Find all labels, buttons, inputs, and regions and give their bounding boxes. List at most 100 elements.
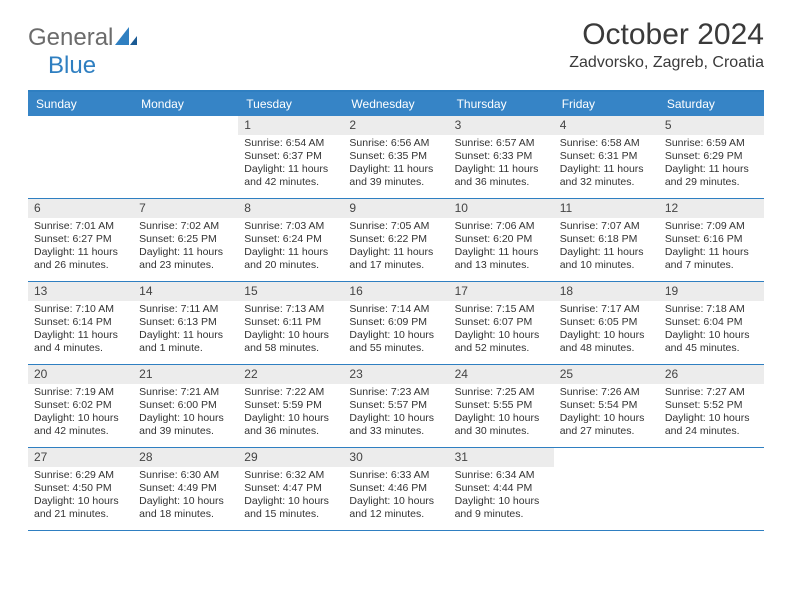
day-number: 15	[238, 282, 343, 301]
day-number: 5	[659, 116, 764, 135]
sunset-line: Sunset: 6:11 PM	[244, 316, 337, 329]
dow-row: SundayMondayTuesdayWednesdayThursdayFrid…	[28, 92, 764, 116]
sunrise-line: Sunrise: 6:29 AM	[34, 469, 127, 482]
daylight-line: Daylight: 11 hours and 20 minutes.	[244, 246, 337, 272]
daylight-line: Daylight: 11 hours and 42 minutes.	[244, 163, 337, 189]
dow-cell: Wednesday	[343, 92, 448, 116]
daylight-line: Daylight: 11 hours and 13 minutes.	[455, 246, 548, 272]
day-cell	[133, 116, 238, 198]
sunset-line: Sunset: 5:57 PM	[349, 399, 442, 412]
sunset-line: Sunset: 6:16 PM	[665, 233, 758, 246]
daylight-line: Daylight: 11 hours and 36 minutes.	[455, 163, 548, 189]
day-cell: 12Sunrise: 7:09 AMSunset: 6:16 PMDayligh…	[659, 199, 764, 281]
sunrise-line: Sunrise: 7:18 AM	[665, 303, 758, 316]
day-number: 14	[133, 282, 238, 301]
day-cell: 1Sunrise: 6:54 AMSunset: 6:37 PMDaylight…	[238, 116, 343, 198]
day-number: 26	[659, 365, 764, 384]
sunset-line: Sunset: 6:37 PM	[244, 150, 337, 163]
day-cell: 16Sunrise: 7:14 AMSunset: 6:09 PMDayligh…	[343, 282, 448, 364]
logo-text-blue: Blue	[28, 52, 137, 80]
day-number: 20	[28, 365, 133, 384]
daylight-line: Daylight: 10 hours and 33 minutes.	[349, 412, 442, 438]
daylight-line: Daylight: 10 hours and 18 minutes.	[139, 495, 232, 521]
day-cell: 11Sunrise: 7:07 AMSunset: 6:18 PMDayligh…	[554, 199, 659, 281]
location-text: Zadvorsko, Zagreb, Croatia	[569, 54, 764, 72]
daylight-line: Daylight: 11 hours and 23 minutes.	[139, 246, 232, 272]
week-row: 1Sunrise: 6:54 AMSunset: 6:37 PMDaylight…	[28, 116, 764, 199]
dow-cell: Thursday	[449, 92, 554, 116]
logo: General Blue	[28, 18, 137, 80]
sunset-line: Sunset: 6:20 PM	[455, 233, 548, 246]
day-number: 21	[133, 365, 238, 384]
sunset-line: Sunset: 6:13 PM	[139, 316, 232, 329]
day-number: 7	[133, 199, 238, 218]
sunrise-line: Sunrise: 7:23 AM	[349, 386, 442, 399]
day-number: 19	[659, 282, 764, 301]
day-cell: 26Sunrise: 7:27 AMSunset: 5:52 PMDayligh…	[659, 365, 764, 447]
day-number: 11	[554, 199, 659, 218]
sunset-line: Sunset: 6:27 PM	[34, 233, 127, 246]
day-cell: 14Sunrise: 7:11 AMSunset: 6:13 PMDayligh…	[133, 282, 238, 364]
sunset-line: Sunset: 4:49 PM	[139, 482, 232, 495]
daylight-line: Daylight: 10 hours and 15 minutes.	[244, 495, 337, 521]
sunset-line: Sunset: 6:24 PM	[244, 233, 337, 246]
sunrise-line: Sunrise: 7:25 AM	[455, 386, 548, 399]
day-cell: 28Sunrise: 6:30 AMSunset: 4:49 PMDayligh…	[133, 448, 238, 530]
day-cell: 5Sunrise: 6:59 AMSunset: 6:29 PMDaylight…	[659, 116, 764, 198]
week-row: 27Sunrise: 6:29 AMSunset: 4:50 PMDayligh…	[28, 448, 764, 531]
daylight-line: Daylight: 10 hours and 27 minutes.	[560, 412, 653, 438]
dow-cell: Monday	[133, 92, 238, 116]
sunset-line: Sunset: 4:50 PM	[34, 482, 127, 495]
daylight-line: Daylight: 10 hours and 45 minutes.	[665, 329, 758, 355]
sunset-line: Sunset: 5:54 PM	[560, 399, 653, 412]
sunrise-line: Sunrise: 7:22 AM	[244, 386, 337, 399]
day-number: 18	[554, 282, 659, 301]
daylight-line: Daylight: 10 hours and 39 minutes.	[139, 412, 232, 438]
day-cell: 20Sunrise: 7:19 AMSunset: 6:02 PMDayligh…	[28, 365, 133, 447]
sunrise-line: Sunrise: 6:34 AM	[455, 469, 548, 482]
daylight-line: Daylight: 10 hours and 52 minutes.	[455, 329, 548, 355]
day-number	[133, 116, 238, 135]
sunrise-line: Sunrise: 7:14 AM	[349, 303, 442, 316]
daylight-line: Daylight: 10 hours and 21 minutes.	[34, 495, 127, 521]
sunrise-line: Sunrise: 7:07 AM	[560, 220, 653, 233]
day-number: 22	[238, 365, 343, 384]
daylight-line: Daylight: 11 hours and 7 minutes.	[665, 246, 758, 272]
day-number: 10	[449, 199, 554, 218]
sunrise-line: Sunrise: 7:19 AM	[34, 386, 127, 399]
sunrise-line: Sunrise: 7:10 AM	[34, 303, 127, 316]
day-cell: 4Sunrise: 6:58 AMSunset: 6:31 PMDaylight…	[554, 116, 659, 198]
sunset-line: Sunset: 5:55 PM	[455, 399, 548, 412]
daylight-line: Daylight: 10 hours and 36 minutes.	[244, 412, 337, 438]
day-cell: 18Sunrise: 7:17 AMSunset: 6:05 PMDayligh…	[554, 282, 659, 364]
day-number: 24	[449, 365, 554, 384]
day-cell: 22Sunrise: 7:22 AMSunset: 5:59 PMDayligh…	[238, 365, 343, 447]
daylight-line: Daylight: 11 hours and 29 minutes.	[665, 163, 758, 189]
daylight-line: Daylight: 11 hours and 4 minutes.	[34, 329, 127, 355]
sunset-line: Sunset: 5:52 PM	[665, 399, 758, 412]
daylight-line: Daylight: 10 hours and 30 minutes.	[455, 412, 548, 438]
dow-cell: Saturday	[659, 92, 764, 116]
weeks-container: 1Sunrise: 6:54 AMSunset: 6:37 PMDaylight…	[28, 116, 764, 531]
day-number: 1	[238, 116, 343, 135]
day-cell: 13Sunrise: 7:10 AMSunset: 6:14 PMDayligh…	[28, 282, 133, 364]
daylight-line: Daylight: 11 hours and 10 minutes.	[560, 246, 653, 272]
day-cell: 8Sunrise: 7:03 AMSunset: 6:24 PMDaylight…	[238, 199, 343, 281]
sunset-line: Sunset: 6:04 PM	[665, 316, 758, 329]
sunrise-line: Sunrise: 6:56 AM	[349, 137, 442, 150]
sunrise-line: Sunrise: 7:13 AM	[244, 303, 337, 316]
day-number: 2	[343, 116, 448, 135]
header: General Blue October 2024 Zadvorsko, Zag…	[28, 18, 764, 80]
sunrise-line: Sunrise: 6:30 AM	[139, 469, 232, 482]
dow-cell: Sunday	[28, 92, 133, 116]
sunrise-line: Sunrise: 7:03 AM	[244, 220, 337, 233]
day-number: 25	[554, 365, 659, 384]
day-cell	[554, 448, 659, 530]
day-cell: 10Sunrise: 7:06 AMSunset: 6:20 PMDayligh…	[449, 199, 554, 281]
sunset-line: Sunset: 6:09 PM	[349, 316, 442, 329]
daylight-line: Daylight: 10 hours and 58 minutes.	[244, 329, 337, 355]
sunset-line: Sunset: 6:05 PM	[560, 316, 653, 329]
week-row: 6Sunrise: 7:01 AMSunset: 6:27 PMDaylight…	[28, 199, 764, 282]
sunrise-line: Sunrise: 6:57 AM	[455, 137, 548, 150]
sunset-line: Sunset: 4:47 PM	[244, 482, 337, 495]
